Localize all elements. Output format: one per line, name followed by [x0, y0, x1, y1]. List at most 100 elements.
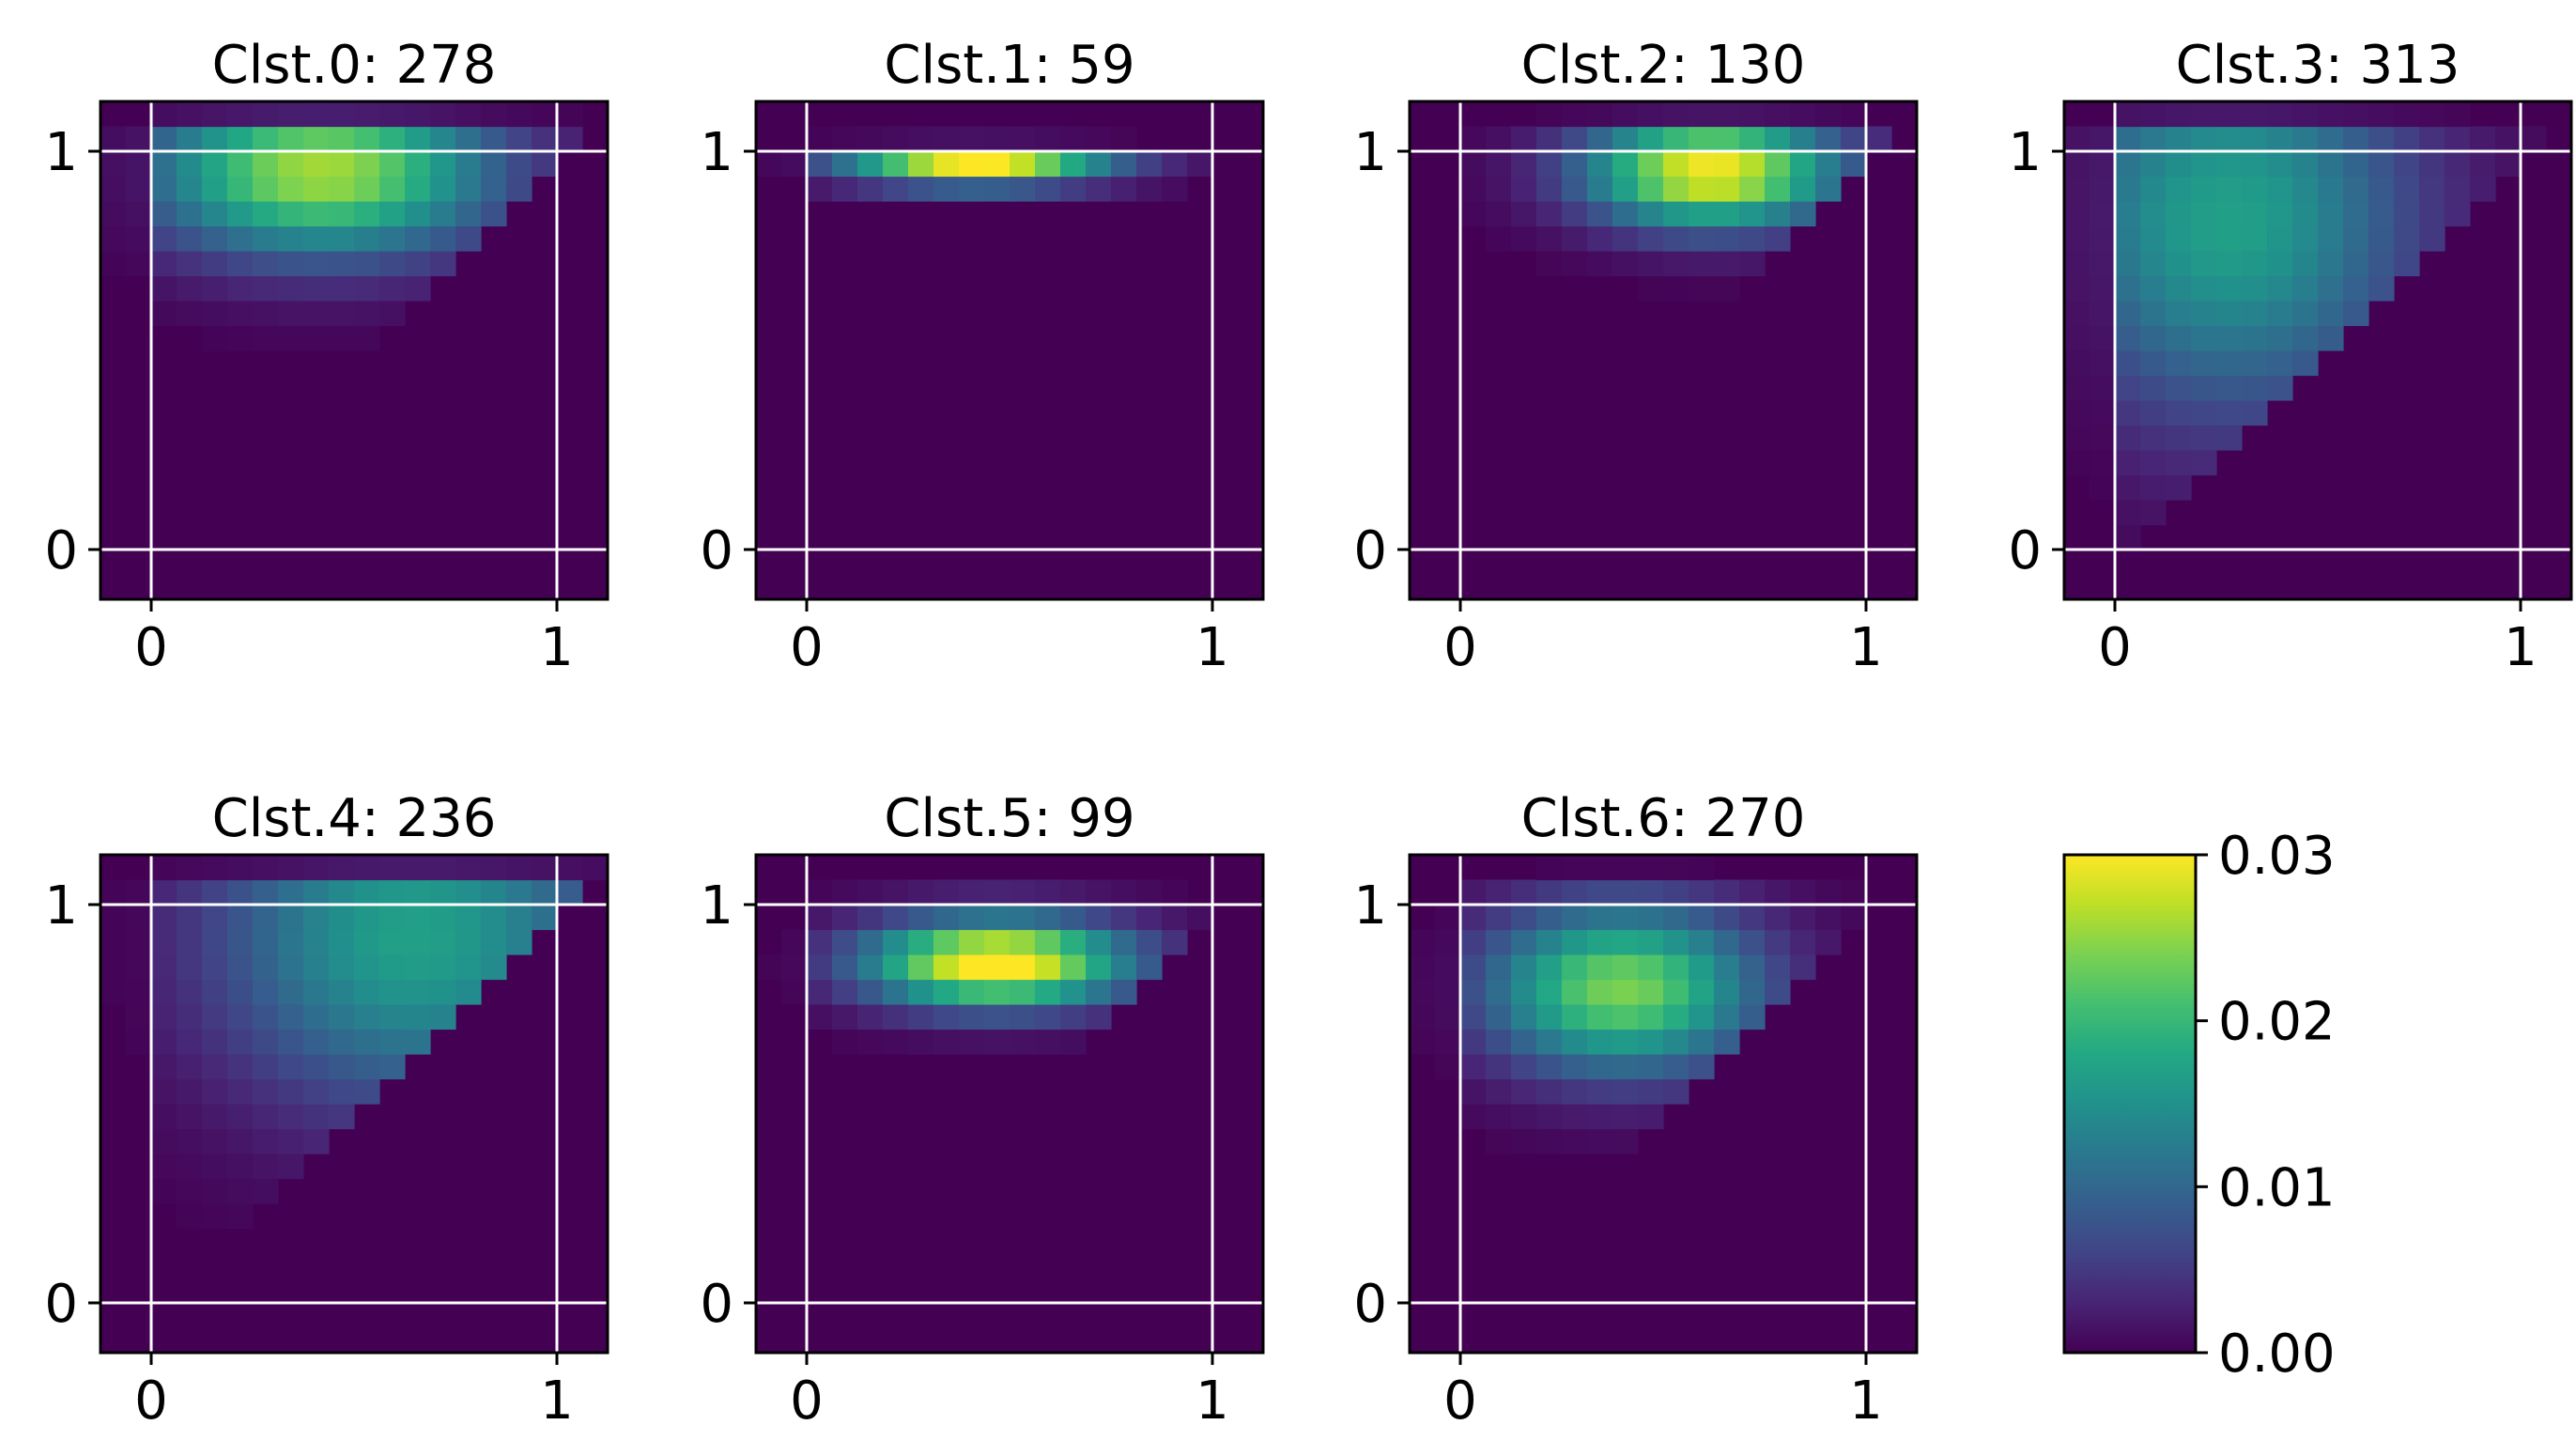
- heatmap-cell: [1663, 1004, 1689, 1030]
- heatmap-cell: [984, 905, 1010, 931]
- heatmap-cell: [202, 1203, 228, 1230]
- heatmap-cell: [1714, 1029, 1740, 1055]
- heatmap-cell: [959, 954, 985, 981]
- heatmap-cell: [1714, 879, 1740, 906]
- heatmap-cell: [984, 979, 1010, 1005]
- heatmap-cell: [481, 855, 507, 881]
- heatmap-cell: [832, 979, 858, 1005]
- heatmap-cell: [126, 126, 152, 152]
- heatmap-cell: [1562, 929, 1588, 955]
- heatmap-cell: [1562, 251, 1588, 277]
- heatmap-cell: [278, 176, 304, 202]
- heatmap-cell: [354, 251, 380, 277]
- heatmap-cell: [2140, 375, 2167, 401]
- heatmap-cell: [857, 879, 884, 906]
- heatmap-cell: [1866, 126, 1892, 152]
- heatmap-cell: [1612, 201, 1639, 227]
- heatmap-cell: [1612, 1104, 1639, 1130]
- heatmap-cell: [100, 251, 127, 277]
- heatmap-cell: [405, 176, 431, 202]
- heatmap-cell: [151, 251, 177, 277]
- heatmap-cell: [1035, 905, 1061, 931]
- heatmap-cell: [1587, 225, 1613, 252]
- heatmap-cell: [2090, 474, 2116, 501]
- heatmap-cell: [1435, 905, 1461, 931]
- heatmap-cell: [1111, 979, 1137, 1005]
- heatmap-cell: [1841, 879, 1867, 906]
- heatmap-cell: [1486, 1054, 1512, 1080]
- heatmap-cell: [2318, 151, 2344, 178]
- heatmap-cell: [1086, 929, 1112, 955]
- panel-frame: [99, 100, 609, 601]
- heatmap-cell: [2064, 350, 2090, 377]
- heatmap-cell: [1790, 101, 1816, 128]
- heatmap-cell: [278, 1078, 304, 1105]
- heatmap-cell: [2267, 126, 2293, 152]
- heatmap-cell: [1536, 1029, 1563, 1055]
- heatmap-cell: [959, 126, 985, 152]
- heatmap-cell: [1562, 855, 1588, 881]
- heatmap-cell: [2064, 151, 2090, 178]
- heatmap-cell: [100, 879, 127, 906]
- heatmap-cell: [1435, 929, 1461, 955]
- heatmap-cell: [1612, 879, 1639, 906]
- heatmap-cell: [2470, 126, 2496, 152]
- heatmap-cell: [1060, 126, 1087, 152]
- heatmap-cell: [1638, 151, 1664, 178]
- heatmap-cell: [2343, 151, 2369, 178]
- y-tick-label: 1: [700, 122, 733, 183]
- heatmap-cell: [984, 954, 1010, 981]
- heatmap-cell: [481, 905, 507, 931]
- heatmap-cell: [1765, 979, 1791, 1005]
- heatmap-cell: [354, 879, 380, 906]
- heatmap-cell: [2267, 151, 2293, 178]
- heatmap-cell: [2343, 225, 2369, 252]
- heatmap-cell: [278, 275, 304, 302]
- heatmap-cell: [151, 1178, 177, 1204]
- heatmap-cell: [253, 251, 279, 277]
- heatmap-cell: [2115, 301, 2141, 327]
- heatmap-cell: [227, 1178, 254, 1204]
- heatmap-cell: [1035, 879, 1061, 906]
- heatmap-cell: [933, 905, 960, 931]
- heatmap-cell: [1663, 275, 1689, 302]
- heatmap-cell: [1536, 1004, 1563, 1030]
- heatmap-cell: [405, 151, 431, 178]
- y-tick-label: 1: [44, 122, 78, 183]
- heatmap-cell: [354, 1029, 380, 1055]
- heatmap-cell: [430, 101, 456, 128]
- panel-title: Clst.2: 130: [1521, 35, 1806, 96]
- heatmap-cell: [1689, 855, 1715, 881]
- heatmap-cell: [329, 201, 355, 227]
- heatmap-cell: [1086, 126, 1112, 152]
- heatmap-cell: [2419, 126, 2445, 152]
- heatmap-cell: [506, 905, 532, 931]
- heatmap-cell: [202, 1029, 228, 1055]
- heatmap-cell: [2470, 176, 2496, 202]
- heatmap-cell: [2419, 201, 2445, 227]
- heatmap-cell: [883, 954, 909, 981]
- heatmap-cell: [430, 176, 456, 202]
- heatmap-cell: [857, 905, 884, 931]
- heatmap-cell: [278, 855, 304, 881]
- heatmap-cell: [1511, 905, 1537, 931]
- heatmap-cell: [2318, 225, 2344, 252]
- heatmap-cell: [1511, 176, 1537, 202]
- heatmap-cell: [227, 201, 254, 227]
- heatmap-cell: [1410, 1029, 1436, 1055]
- heatmap-cell: [1663, 251, 1689, 277]
- heatmap-cell: [2064, 201, 2090, 227]
- heatmap-cell: [1035, 176, 1061, 202]
- heatmap-cell: [151, 151, 177, 178]
- heatmap-cell: [202, 1078, 228, 1105]
- heatmap-cell: [1638, 201, 1664, 227]
- heatmap-cells: [756, 126, 1213, 202]
- heatmap-cell: [455, 176, 482, 202]
- heatmap-cell: [202, 126, 228, 152]
- heatmap-cell: [1562, 101, 1588, 128]
- heatmap-cell: [1663, 101, 1689, 128]
- heatmap-cell: [481, 201, 507, 227]
- heatmap-cell: [1663, 126, 1689, 152]
- heatmap-cell: [278, 201, 304, 227]
